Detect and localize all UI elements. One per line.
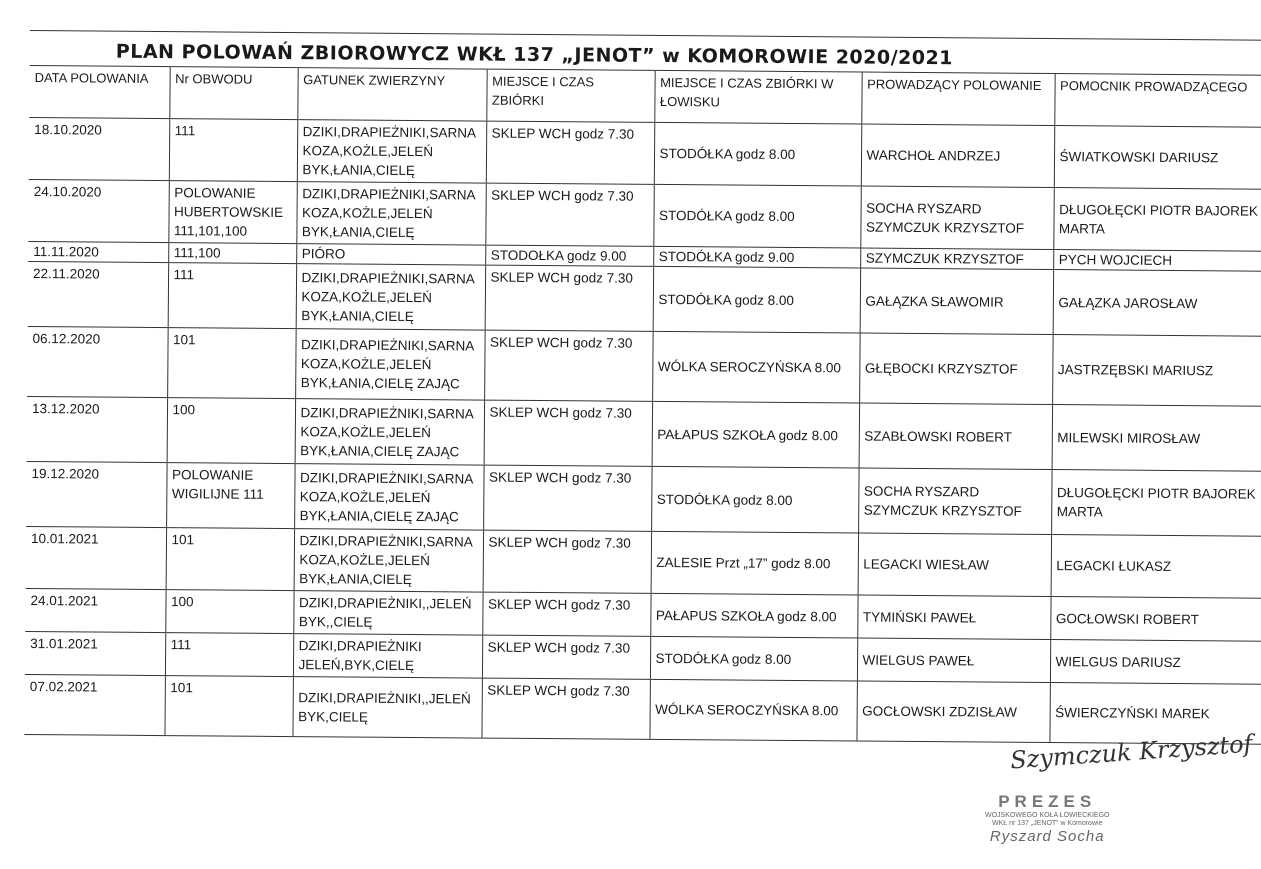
table-cell: DZIKI,DRAPIEŻNIKI JELEŃ,BYK,CIELĘ (292, 633, 483, 679)
table-cell: PYCH WOJCIECH (1053, 249, 1261, 272)
table-cell: STODOŁKA godz 9.00 (485, 245, 654, 267)
table-cell: SKLEP WCH godz 7.30 (485, 183, 654, 247)
table-cell: DZIKI,DRAPIEŻNIKI,SARNA KOZA,KOŻLE,JELEŃ… (294, 463, 484, 531)
table-cell: WIELGUS DARIUSZ (1049, 639, 1261, 685)
table-cell: GAŁĄZKA JAROSŁAW (1052, 269, 1261, 337)
table-cell: GOCŁOWSKI ROBERT (1050, 596, 1261, 642)
stamp-title: PREZES (998, 792, 1097, 811)
column-header: DATA POLOWANIA (29, 65, 170, 119)
table-cell: 111,100 (168, 242, 297, 264)
table-cell: MILEWSKI MIROSŁAW (1051, 404, 1261, 472)
table-cell: 101 (165, 527, 295, 591)
column-header: GATUNEK ZWIERZYNY (297, 67, 487, 122)
table-cell: GAŁĄZKA SŁAWOMIR (859, 268, 1054, 335)
table-cell: ŚWIATKOWSKI DARIUSZ (1053, 125, 1261, 190)
column-header: POMOCNIK PROWADZĄCEGO (1054, 73, 1261, 128)
table-cell: DŁUGOŁĘCKI PIOTR BAJOREK MARTA (1053, 187, 1261, 252)
table-cell: DZIKI,DRAPIEŻNIKI,SARNA KOZA,KOŻLE,JELEŃ… (294, 398, 485, 466)
table-cell: SKLEP WCH godz 7.30 (483, 400, 653, 467)
table-cell: SOCHA RYSZARD SZYMCZUK KRZYSZTOF (860, 186, 1054, 250)
table-cell: DZIKI,DRAPIEŻNIKI,SARNA KOZA,KOŻLE,JELEŃ… (295, 328, 485, 401)
table-cell: PAŁAPUS SZKOŁA godz 8.00 (650, 593, 858, 639)
table-cell: SKLEP WCH godz 7.30 (481, 635, 651, 680)
table-cell: 101 (164, 675, 293, 737)
column-header: MIEJSCE I CZAS ZBIÓRKI W ŁOWISKU (654, 70, 862, 125)
table-cell: SKLEP WCH godz 7.30 (483, 465, 652, 532)
table-cell: STODÓŁKA godz 8.00 (653, 122, 862, 187)
stamp-line: WOJSKOWEGO KOŁA ŁOWIECKIEGO (985, 812, 1110, 819)
table-cell: 10.01.2021 (25, 526, 167, 590)
table-cell: DZIKI,DRAPIEŻNIKI,SARNA KOZA,KOŻLE,JELEŃ… (293, 528, 484, 593)
table-cell: 07.02.2021 (24, 674, 165, 736)
table-cell: TYMIŃSKI PAWEŁ (857, 595, 1051, 640)
table-cell: 19.12.2020 (26, 461, 167, 528)
table-cell: SKLEP WCH godz 7.30 (484, 330, 653, 402)
table-cell: DŁUGOŁĘCKI PIOTR BAJOREK MARTA (1051, 469, 1261, 537)
table-row: 13.12.2020 100 DZIKI,DRAPIEŻNIKI,SARNA KOZ… (26, 396, 1261, 472)
table-cell: WIELGUS PAWEŁ (856, 638, 1051, 683)
column-header: Nr OBWODU (169, 66, 298, 120)
table-cell: WÓLKA SEROCZYŃSKA 8.00 (649, 679, 857, 742)
table-cell: 111 (168, 118, 298, 182)
table-cell: GŁĘBOCKI KRZYSZTOF (859, 333, 1053, 405)
table-cell: POLOWANIE HUBERTOWSKIE 111,101,100 (168, 180, 297, 244)
table-cell: DZIKI,DRAPIEŻNIKI,SARNA KOZA,KOŻLE,JELEŃ… (296, 119, 487, 184)
table-cell: STODÓŁKA godz 8.00 (651, 466, 859, 534)
hunting-plan: PLAN POLOWAŃ ZBIOROWYCZ WKŁ 137 „JENOT” … (24, 30, 1261, 745)
table-cell: STODÓŁKA godz 8.00 (652, 266, 861, 334)
table-cell: JASTRZĘBSKI MARIUSZ (1052, 334, 1261, 407)
president-stamp: PREZES WOJSKOWEGO KOŁA ŁOWIECKIEGO WKŁ n… (985, 792, 1109, 845)
table-cell: 13.12.2020 (26, 396, 168, 463)
table-cell: 06.12.2020 (27, 326, 168, 398)
table-cell: STODÓŁKA godz 9.00 (653, 246, 861, 269)
table-cell: STODÓŁKA godz 8.00 (649, 636, 858, 682)
table-cell: POLOWANIE WIGILIJNE 111 (166, 462, 295, 529)
table-row: 24.10.2020 POLOWANIE HUBERTOWSKIE 111,101… (28, 179, 1261, 252)
table-cell: STODÓŁKA godz 8.00 (653, 184, 861, 249)
table-cell: 22.11.2020 (27, 261, 169, 328)
table-cell: 100 (166, 397, 296, 464)
stamp-name: Ryszard Socha (989, 828, 1105, 845)
table-cell: 111 (167, 262, 297, 329)
table-cell: SKLEP WCH godz 7.30 (481, 678, 650, 740)
table-cell: 24.10.2020 (28, 179, 169, 243)
table-cell: 111 (164, 632, 294, 677)
table-cell: WÓLKA SEROCZYŃSKA 8.00 (652, 331, 860, 404)
table-cell: 11.11.2020 (28, 241, 169, 263)
table-cell: SKLEP WCH godz 7.30 (482, 530, 652, 594)
stamp-line: WKŁ nr 137 „JENOT” w Komorowie (991, 820, 1103, 827)
table-cell: PAŁAPUS SZKOŁA godz 8.00 (651, 401, 860, 469)
table-row: 18.10.2020 111 DZIKI,DRAPIEŻNIKI,SARNA KOZ… (28, 117, 1261, 190)
column-header: PROWADZĄCY POLOWANIE (861, 72, 1055, 126)
table-cell: LEGACKI WIESŁAW (857, 533, 1052, 597)
table-cell: DZIKI,DRAPIEŻNIKI,SARNA KOZA,KOŻLE,JELEŃ… (296, 181, 486, 246)
table-cell: SZABŁOWSKI ROBERT (858, 403, 1053, 470)
table-cell: 101 (167, 327, 296, 399)
table-cell: SOCHA RYSZARD SZYMCZUK KRZYSZTOF (858, 468, 1052, 535)
hunting-schedule-table: DATA POLOWANIA Nr OBWODU GATUNEK ZWIERZYNY… (24, 65, 1261, 745)
table-cell: WARCHOŁ ANDRZEJ (860, 124, 1055, 188)
table-cell: SKLEP WCH godz 7.30 (485, 121, 655, 185)
table-row: 22.11.2020 111 DZIKI,DRAPIEŻNIKI,SARNA KOZ… (27, 261, 1261, 337)
table-row: 07.02.2021 101 DZIKI,DRAPIEŻNIKI,,JELEŃ BY… (24, 674, 1261, 745)
table-cell: ZALESIE Przt „17” godz 8.00 (650, 531, 859, 596)
table-cell: 24.01.2021 (25, 588, 166, 633)
table-cell: 18.10.2020 (28, 117, 170, 181)
table-cell: SZYMCZUK KRZYSZTOF (860, 248, 1054, 270)
table-cell: DZIKI,DRAPIEŻNIKI,,JELEŃ BYK,,CIELĘ (293, 590, 483, 636)
table-cell: DZIKI,DRAPIEŻNIKI,,JELEŃ BYK,CIELĘ (292, 676, 482, 739)
table-row: 19.12.2020 POLOWANIE WIGILIJNE 111 DZIKI,D… (26, 461, 1261, 537)
table-row: 06.12.2020 101 DZIKI,DRAPIEŻNIKI,SARNA KOZ… (27, 326, 1261, 407)
table-cell: SKLEP WCH godz 7.30 (482, 592, 651, 637)
table-cell: DZIKI,DRAPIEŻNIKI,SARNA KOZA,KOŻLE,JELEŃ… (295, 263, 486, 331)
table-cell: 31.01.2021 (24, 631, 166, 676)
table-cell: LEGACKI ŁUKASZ (1050, 534, 1261, 599)
table-cell: GOCŁOWSKI ZDZISŁAW (856, 681, 1050, 743)
table-cell: PIÓRO (296, 243, 486, 266)
table-cell: 100 (165, 589, 294, 634)
table-row: 10.01.2021 101 DZIKI,DRAPIEŻNIKI,SARNA KOZ… (25, 526, 1261, 599)
column-header: MIEJSCE I CZAS ZBIÓRKI (486, 69, 655, 123)
table-cell: SKLEP WCH godz 7.30 (484, 265, 654, 332)
